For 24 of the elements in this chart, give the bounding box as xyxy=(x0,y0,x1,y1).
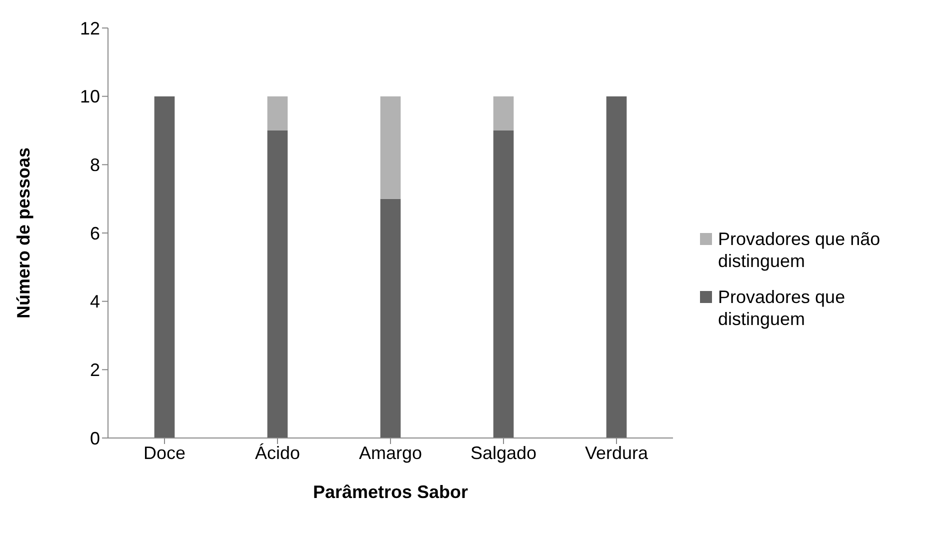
x-tick-label: Ácido xyxy=(254,442,300,463)
x-tick-label: Doce xyxy=(143,442,186,463)
legend-label: Provadores que não distinguem xyxy=(718,228,882,272)
x-tick-label: Amargo xyxy=(358,442,422,463)
y-tick-label: 8 xyxy=(90,155,100,176)
y-tick-label: 6 xyxy=(90,223,100,244)
y-axis-title: Número de pessoas xyxy=(13,147,34,319)
bar xyxy=(493,130,514,438)
y-tick-label: 0 xyxy=(90,428,100,448)
x-tick-label: Verdura xyxy=(584,442,650,463)
bar xyxy=(606,96,627,438)
y-tick-label: 12 xyxy=(80,18,100,38)
bar xyxy=(380,96,401,199)
y-tick-label: 2 xyxy=(90,360,100,380)
legend-label: Provadores que distinguem xyxy=(718,286,846,330)
bar xyxy=(380,198,401,438)
bar xyxy=(267,130,288,438)
bar xyxy=(267,96,288,130)
y-tick-label: 4 xyxy=(90,292,100,312)
bar xyxy=(493,96,514,130)
x-axis-title: Parâmetros Sabor xyxy=(312,482,468,502)
y-tick-label: 10 xyxy=(80,86,100,107)
bar xyxy=(154,96,175,438)
x-tick-label: Salgado xyxy=(470,442,537,463)
